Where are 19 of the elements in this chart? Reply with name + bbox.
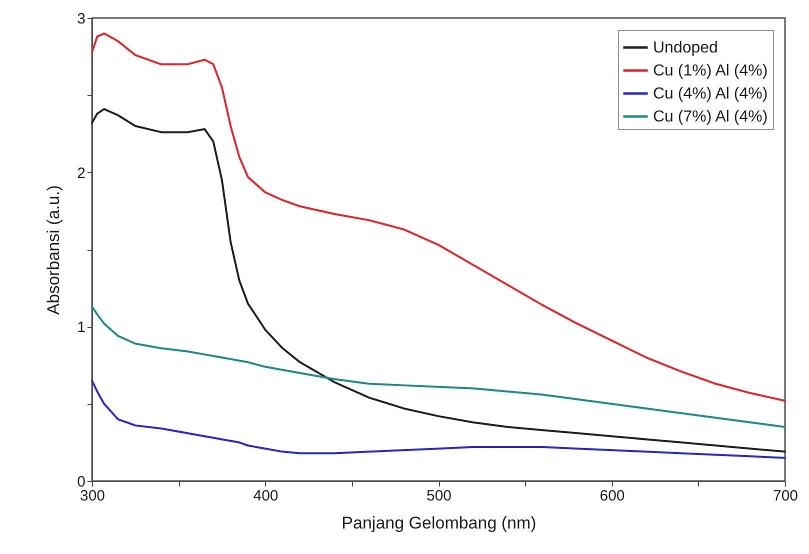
y-tick-label: 1: [77, 319, 86, 336]
legend-label: Cu (7%) Al (4%): [653, 108, 768, 126]
legend-label: Undoped: [653, 40, 718, 56]
y-tick-label: 3: [77, 10, 86, 28]
line-series: [91, 380, 786, 459]
legend-label: Cu (1%) Al (4%): [653, 62, 768, 80]
x-tick-label: 400: [253, 488, 278, 504]
y-tick-label: 0: [77, 474, 86, 490]
legend-label: Cu (4%) Al (4%): [653, 86, 768, 102]
x-tick-label: 600: [600, 488, 625, 504]
x-tick-label: 500: [426, 488, 452, 504]
y-axis-title: Absorbansi (a.u.): [44, 185, 64, 315]
x-axis-title: Panjang Gelombang (nm): [342, 514, 536, 532]
line-series: [91, 108, 786, 453]
line-series: [91, 32, 786, 402]
x-tick-label: 700: [772, 488, 798, 504]
line-series: [91, 306, 786, 428]
y-tick-label: 2: [77, 164, 86, 182]
x-tick-label: 300: [80, 488, 106, 504]
